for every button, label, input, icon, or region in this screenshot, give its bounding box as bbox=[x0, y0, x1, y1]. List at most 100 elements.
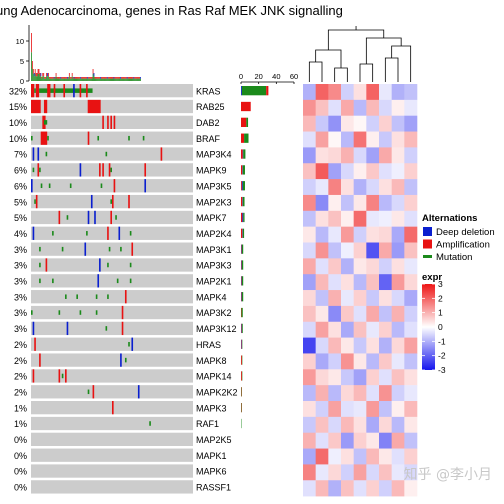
percentage-label: 2% bbox=[14, 372, 27, 382]
sample-bar-amplification bbox=[73, 77, 75, 79]
sample-bar-amplification bbox=[107, 77, 109, 79]
sample-bar-amplification bbox=[55, 73, 57, 77]
sample-bar-mutation bbox=[79, 78, 81, 81]
sample-bar-mutation bbox=[92, 73, 94, 81]
gene-bar-del bbox=[242, 212, 244, 223]
heatmap-cell bbox=[353, 84, 367, 101]
gene-bar-amp bbox=[241, 228, 243, 238]
heatmap-cell bbox=[391, 84, 405, 101]
heatmap-cell bbox=[341, 353, 354, 370]
sample-bar-amplification bbox=[85, 77, 86, 79]
sample-bar-mutation bbox=[106, 78, 108, 81]
deletion-mark bbox=[73, 84, 75, 98]
sample-bar-amplification bbox=[41, 77, 43, 79]
mutation-mark bbox=[95, 294, 98, 299]
dendrogram-link bbox=[308, 61, 323, 82]
heatmap-cell bbox=[341, 179, 354, 196]
heatmap-cell bbox=[341, 369, 354, 386]
gene-label: MAPK2K2 bbox=[196, 387, 238, 397]
mutation-mark bbox=[61, 373, 64, 379]
heatmap-cell bbox=[391, 258, 405, 275]
heatmap-cell bbox=[353, 147, 367, 164]
sample-bar-mutation bbox=[126, 78, 128, 81]
sample-bar-mutation bbox=[44, 78, 46, 81]
percentage-label: 0% bbox=[14, 451, 27, 461]
amplification-mark bbox=[124, 290, 127, 304]
gene-label: MAPK8 bbox=[196, 356, 227, 366]
mutation-mark bbox=[105, 151, 108, 157]
amplification-mark bbox=[102, 115, 104, 129]
deletion-mark bbox=[97, 274, 100, 288]
heatmap-cell bbox=[366, 337, 380, 354]
row-background bbox=[31, 131, 193, 145]
heatmap-cell bbox=[303, 147, 316, 164]
heatmap-cell bbox=[328, 84, 342, 101]
percentage-label: 3% bbox=[14, 261, 27, 271]
sample-alteration-barplot: 10 5 0 bbox=[16, 25, 141, 86]
gene-label: MAPK1 bbox=[196, 451, 227, 461]
heatmap-cell bbox=[404, 163, 418, 180]
mutation-mark bbox=[65, 294, 67, 299]
sample-bar-amplification bbox=[70, 77, 72, 79]
sample-bar-mutation bbox=[46, 76, 47, 81]
sample-bar-mutation bbox=[88, 78, 90, 81]
sample-bar-amplification bbox=[61, 77, 63, 79]
heatmap-cell bbox=[341, 84, 354, 101]
sample-bar-amplification bbox=[128, 77, 130, 79]
heatmap-cell bbox=[391, 337, 405, 354]
heatmap-cell bbox=[391, 464, 405, 481]
sample-bar-mutation bbox=[67, 78, 68, 81]
expr-tick-label: -2 bbox=[438, 351, 446, 361]
gene-axis-tick-label: 0 bbox=[239, 72, 243, 81]
sample-bar-mutation bbox=[94, 78, 96, 81]
sample-bar-amplification bbox=[108, 77, 110, 79]
expr-tick-label: 1 bbox=[438, 308, 443, 318]
amplification-mark bbox=[110, 210, 112, 225]
row-background bbox=[31, 432, 193, 446]
heatmap-cell bbox=[303, 305, 316, 323]
mutation-mark bbox=[39, 246, 41, 252]
sample-bar-amplification bbox=[79, 77, 81, 79]
amplification-mark bbox=[131, 242, 134, 256]
gene-bar-mut bbox=[241, 323, 243, 334]
heatmap-cell bbox=[366, 353, 380, 370]
gene-bar-mut bbox=[241, 260, 244, 270]
row-background bbox=[31, 385, 193, 399]
sample-bar-amplification bbox=[123, 77, 125, 79]
heatmap-cell bbox=[353, 385, 367, 402]
heatmap-cell bbox=[315, 163, 329, 180]
row-background bbox=[31, 337, 193, 351]
heatmap-cell bbox=[315, 258, 329, 275]
heatmap-cell bbox=[404, 448, 418, 465]
percentage-label: 7% bbox=[14, 150, 27, 160]
sample-bar-amplification bbox=[139, 77, 140, 79]
row-background bbox=[31, 84, 193, 98]
heatmap-cell bbox=[379, 226, 392, 243]
sample-bar-amplification bbox=[120, 77, 121, 79]
sample-bar-mutation bbox=[36, 76, 38, 81]
gene-bar-mut bbox=[244, 133, 249, 143]
heatmap-cell bbox=[404, 226, 418, 243]
heatmap-cell bbox=[315, 305, 329, 323]
heatmap-cell bbox=[328, 432, 342, 449]
sample-bar-amplification bbox=[71, 73, 73, 77]
sample-bar-amplification bbox=[111, 77, 113, 79]
amplification-mark bbox=[58, 369, 61, 383]
amplification-mark bbox=[112, 194, 114, 209]
heatmap-cell bbox=[379, 84, 392, 101]
heatmap-cell bbox=[404, 353, 418, 370]
sample-bar-mutation bbox=[93, 76, 95, 81]
sample-bar-amplification bbox=[49, 77, 51, 79]
sample-bar-mutation bbox=[62, 78, 64, 81]
sample-bar-mutation bbox=[127, 78, 129, 81]
sample-bar-amplification bbox=[90, 77, 92, 79]
sample-bar-mutation bbox=[77, 78, 79, 81]
percentage-label: 3% bbox=[14, 292, 27, 302]
heatmap-cell bbox=[391, 432, 405, 449]
heatmap-cell bbox=[341, 115, 354, 132]
amplification-mark bbox=[92, 385, 95, 399]
heatmap-cell bbox=[315, 274, 329, 291]
sample-bar-amplification bbox=[65, 77, 66, 79]
heatmap-cell bbox=[353, 369, 367, 386]
mutation-mark bbox=[100, 183, 103, 189]
